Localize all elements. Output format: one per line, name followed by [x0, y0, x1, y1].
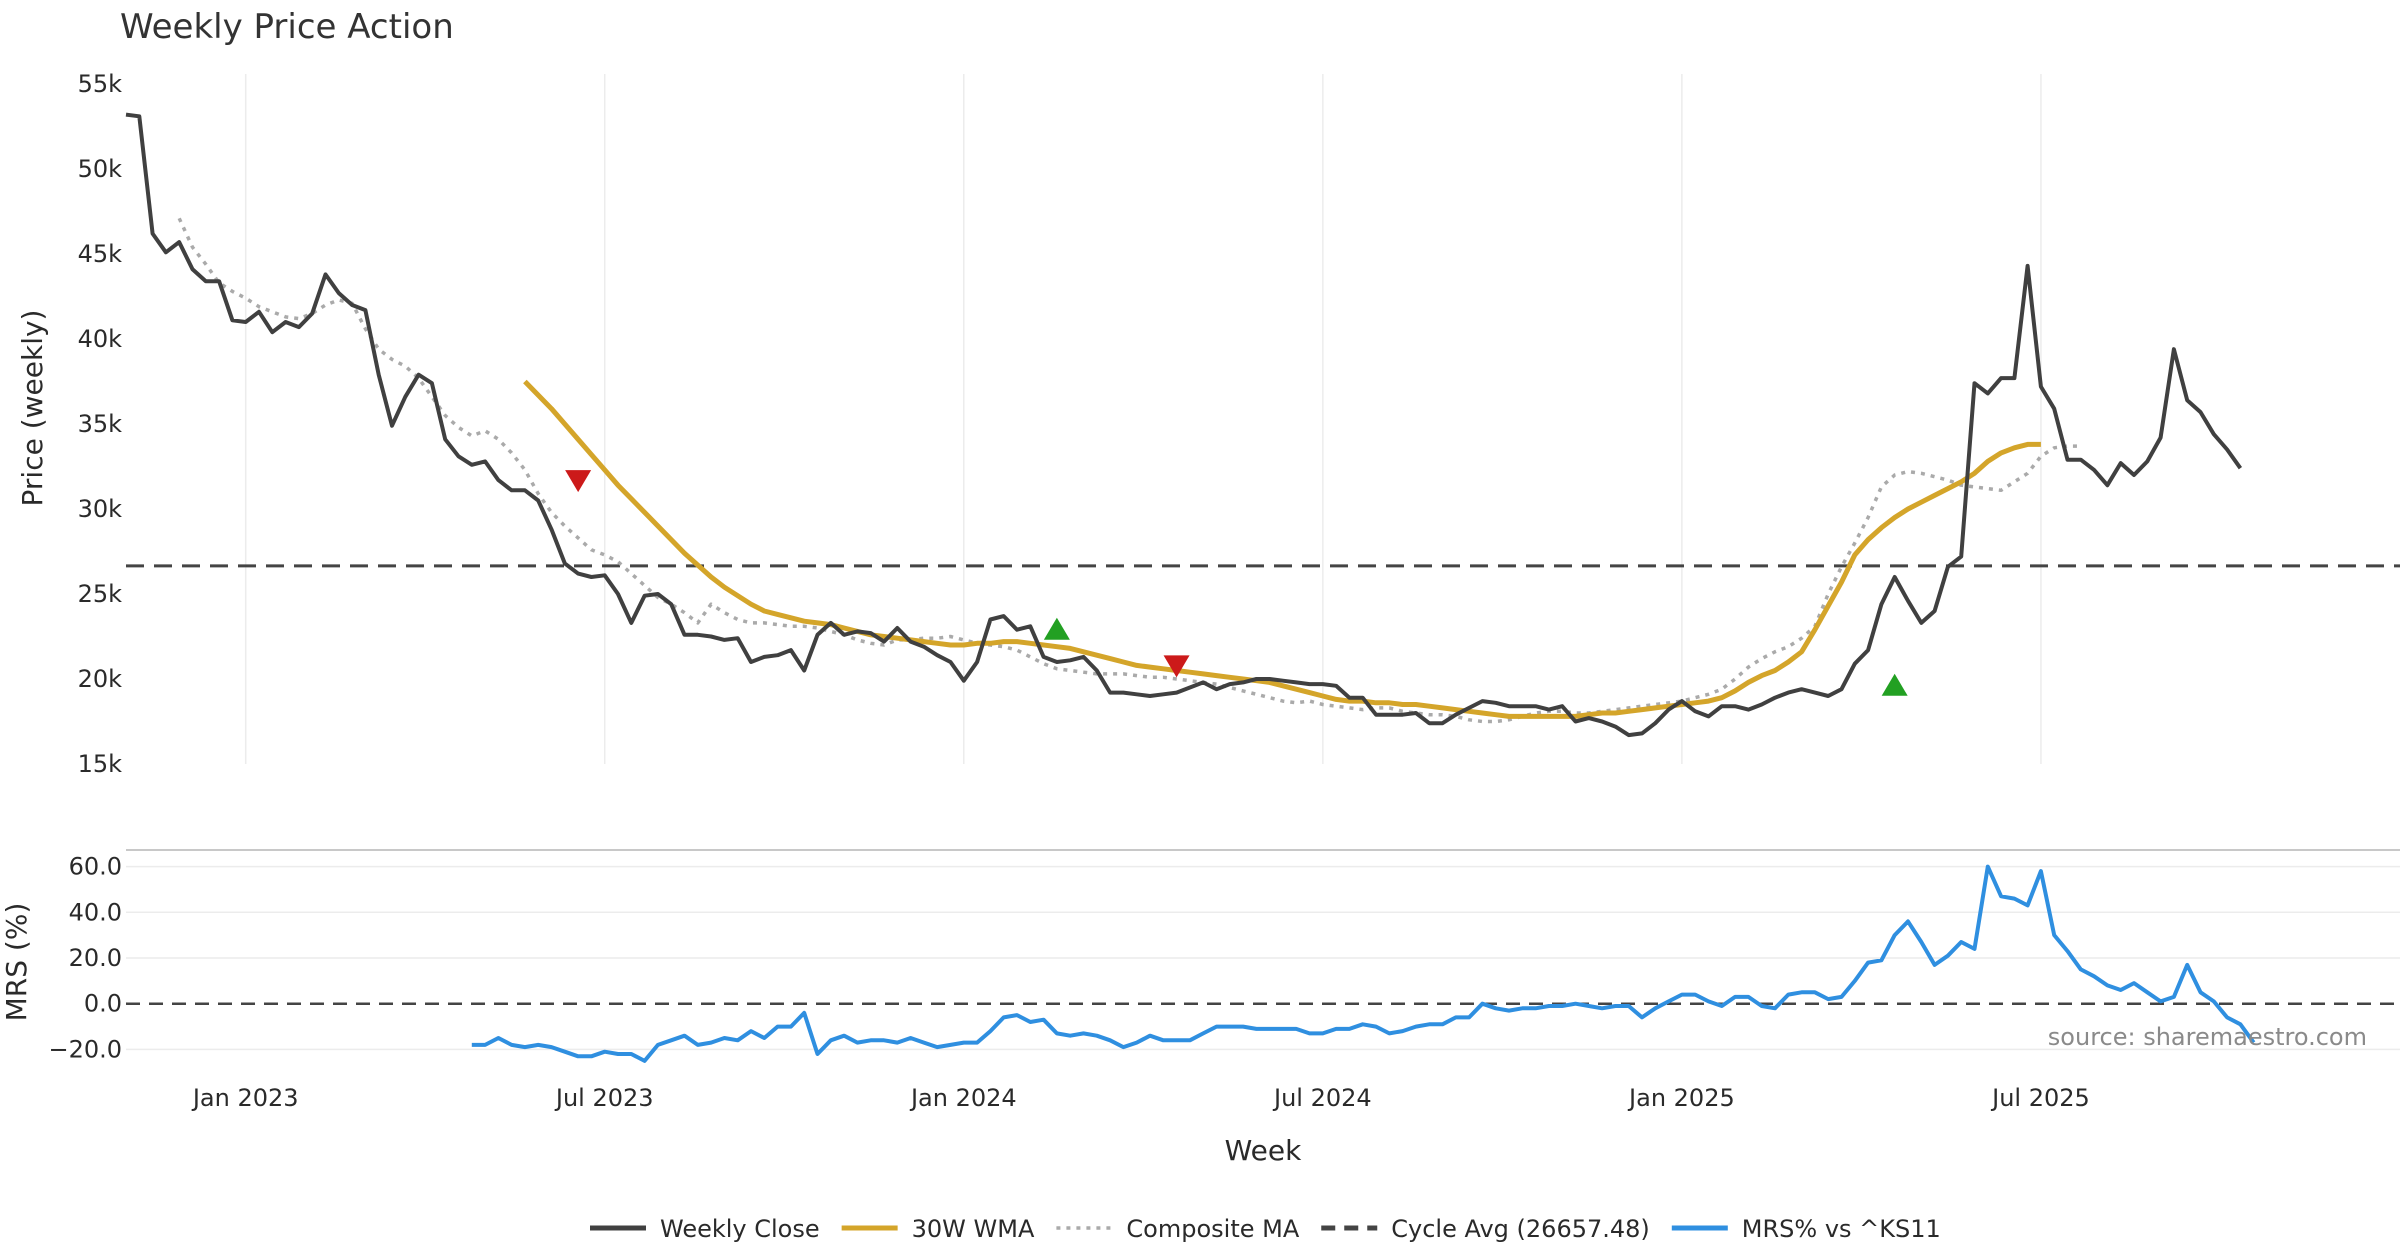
y-tick-label: 35k	[78, 410, 123, 438]
mrs-y-tick-label: 0.0	[84, 990, 122, 1018]
signal-markers	[565, 470, 1908, 696]
x-tick-label: Jul 2024	[1272, 1084, 1372, 1112]
x-tick-label: Jan 2023	[191, 1084, 299, 1112]
buy-signal-marker	[1881, 673, 1908, 696]
mrs-y-tick-label: 40.0	[69, 898, 122, 926]
legend-label: Weekly Close	[660, 1215, 820, 1243]
buy-signal-marker	[1043, 617, 1070, 640]
y-tick-label: 50k	[78, 155, 123, 183]
price-y-axis-title: Price (weekly)	[16, 310, 49, 507]
mrs-y-tick-label: 20.0	[69, 944, 122, 972]
legend-label: Cycle Avg (26657.48)	[1391, 1215, 1650, 1243]
weekly-close-line	[125, 112, 2243, 738]
mrs-y-tick-label: −20.0	[48, 1035, 122, 1063]
x-tick-label: Jul 2023	[554, 1084, 654, 1112]
mrs-y-tick-label: 60.0	[69, 853, 122, 881]
legend-label: 30W WMA	[912, 1215, 1035, 1243]
legend-item: Composite MA	[1056, 1215, 1300, 1243]
legend-item: MRS% vs ^KS11	[1671, 1215, 1941, 1243]
source-annotation: source: sharemaestro.com	[2048, 1023, 2367, 1051]
mrs-y-axis-title: MRS (%)	[0, 903, 33, 1022]
x-tick-label: Jan 2024	[909, 1084, 1017, 1112]
sell-signal-marker	[1163, 655, 1190, 678]
y-tick-label: 30k	[78, 495, 123, 523]
vertical-gridlines	[244, 74, 2042, 764]
x-tick-label: Jan 2025	[1627, 1084, 1735, 1112]
wma-30w-line	[523, 379, 2041, 719]
legend-item: Cycle Avg (26657.48)	[1321, 1215, 1650, 1243]
x-tick-label: Jul 2025	[1990, 1084, 2090, 1112]
legend-label: Composite MA	[1126, 1215, 1299, 1243]
sell-signal-marker	[565, 470, 592, 493]
legend-label: MRS% vs ^KS11	[1742, 1215, 1941, 1243]
y-tick-label: 45k	[78, 240, 123, 268]
mrs-line	[471, 864, 2256, 1063]
legend: Weekly Close 30W WMA Composite MA Cycle Avg…	[590, 1215, 1941, 1243]
x-axis-ticks: Jan 2023 Jul 2023 Jan 2024 Jul 2024 Jan 2025…	[191, 1084, 2090, 1112]
mrs-y-axis: −20.0 0.0 20.0 40.0 60.0	[48, 853, 122, 1064]
composite-ma-line	[177, 217, 2081, 724]
y-tick-label: 55k	[78, 70, 123, 98]
y-tick-label: 25k	[78, 580, 123, 608]
y-tick-label: 15k	[78, 750, 123, 778]
price-y-axis: 15k 20k 25k 30k 35k 40k 45k 50k 55k	[78, 70, 123, 778]
x-axis-title: Week	[1225, 1134, 1302, 1167]
mrs-gridlines	[126, 865, 2400, 1051]
legend-item: Weekly Close	[590, 1215, 820, 1243]
chart-title: Weekly Price Action	[120, 7, 454, 47]
y-tick-label: 20k	[78, 665, 123, 693]
y-tick-label: 40k	[78, 325, 123, 353]
legend-item: 30W WMA	[841, 1215, 1035, 1243]
price-plot	[125, 112, 2400, 738]
mrs-plot	[471, 864, 2256, 1063]
